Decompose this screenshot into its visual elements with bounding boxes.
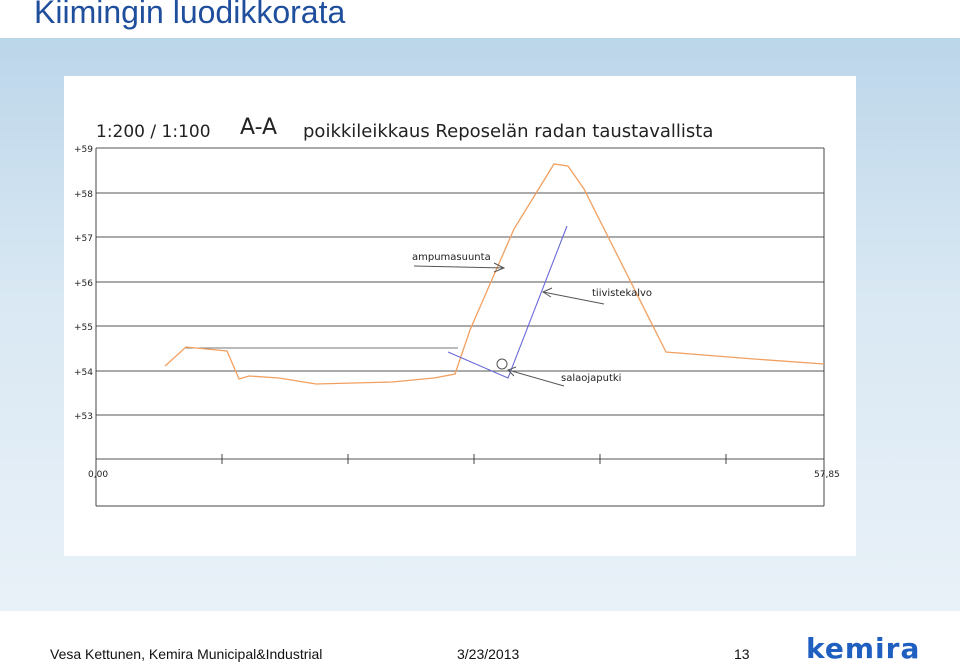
footer-date: 3/23/2013 (457, 646, 520, 662)
ground-profile-line (164, 163, 825, 385)
elevation-label: +54 (74, 368, 93, 378)
drawing-heading: poikkileikkaus Reposelän radan taustaval… (303, 121, 713, 142)
elevation-label: +58 (74, 190, 93, 200)
firing-direction-arrowhead (493, 262, 506, 273)
drain-pipe-symbol (496, 358, 508, 370)
station-axis (95, 148, 825, 507)
elevation-gridlines (96, 147, 824, 460)
section-label: A-A (240, 115, 277, 140)
elevation-label: +59 (74, 145, 93, 155)
elevation-label: +53 (74, 412, 93, 422)
sealing-membrane-arrow-line (542, 291, 605, 305)
sealing-membrane-arrowhead (541, 287, 553, 298)
firing-direction-arrow-line (413, 265, 505, 269)
scale-label: 1:200 / 1:100 (96, 122, 211, 142)
firing-direction-label: ampumasuunta (412, 252, 491, 263)
elevation-label: +57 (74, 234, 93, 244)
page-number: 13 (734, 646, 750, 662)
elevation-label: +56 (74, 279, 93, 289)
footer-author: Vesa Kettunen, Kemira Municipal&Industri… (50, 646, 323, 662)
drain-pipe-arrowhead (507, 366, 517, 377)
slide-title: Kiimingin luodikkorata (34, 0, 346, 30)
drain-pipe-label: salaojaputki (561, 373, 621, 384)
cross-section-drawing: 1:200 / 1:100 A-A poikkileikkaus Reposel… (64, 76, 856, 556)
sealing-membrane-line (447, 225, 568, 379)
kemira-logo: kemira (806, 632, 921, 665)
cross-section-svg: 1:200 / 1:100 A-A poikkileikkaus Reposel… (74, 115, 840, 507)
distance-end-label: 57,85 (814, 470, 840, 480)
sealing-membrane-label: tiivistekalvo (592, 288, 652, 299)
distance-start-label: 0,00 (88, 470, 108, 480)
elevation-label: +55 (74, 323, 93, 333)
elevation-labels: +59 +58 +57 +56 +55 +54 +53 (74, 145, 93, 422)
drain-pipe-arrow-line (507, 369, 565, 387)
